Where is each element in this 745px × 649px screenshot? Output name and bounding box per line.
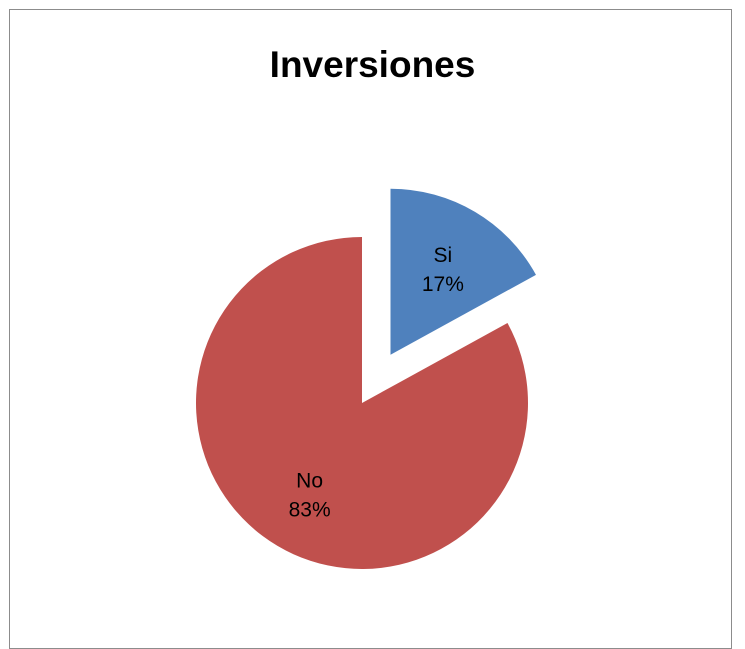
pie-slice-si (390, 188, 536, 355)
slice-label-no: No (296, 470, 323, 493)
slice-label-si: Si (434, 244, 453, 267)
pie-slice-no (195, 237, 528, 569)
pie-labels: Si 17% No 83% (289, 244, 464, 521)
pie-chart: Si 17% No 83% (195, 188, 536, 569)
slice-percent-si: 17% (422, 273, 464, 296)
slice-percent-no: 83% (289, 499, 331, 522)
pie-slices (195, 188, 536, 569)
chart-title: Inversiones (269, 44, 476, 85)
